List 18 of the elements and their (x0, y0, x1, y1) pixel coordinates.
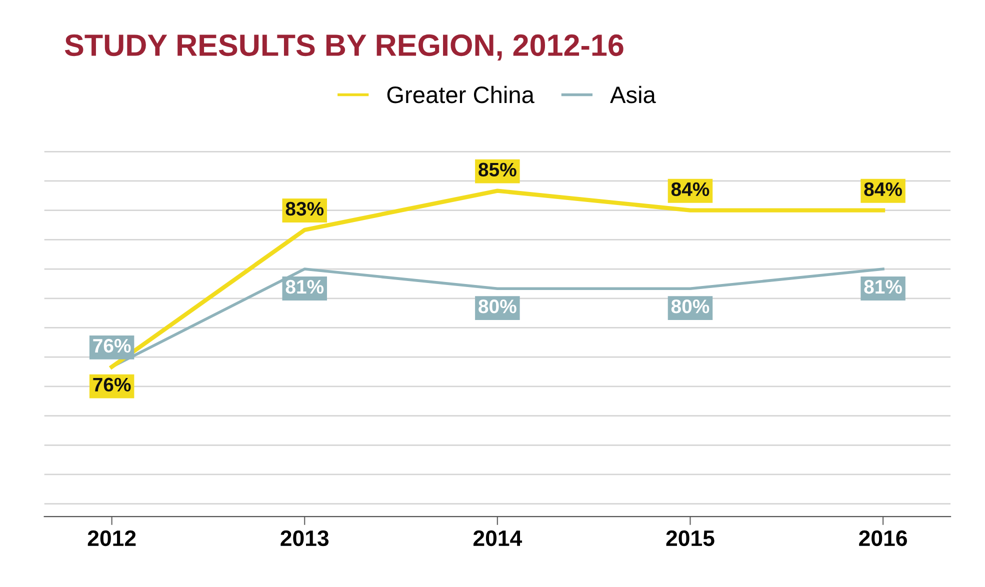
data-label: 80% (671, 300, 710, 314)
x-tick-label: 2016 (859, 530, 907, 546)
data-label: 84% (671, 182, 710, 196)
data-label: 76% (93, 338, 131, 353)
x-tick-label: 2012 (88, 530, 136, 546)
x-tick-label: 2014 (473, 530, 522, 546)
data-label: 76% (93, 378, 131, 392)
legend-label: Greater China (387, 86, 534, 104)
chart-title: STUDY RESULTS BY REGION, 2012-16 (64, 34, 624, 60)
data-label: 84% (864, 182, 902, 196)
data-label: 85% (478, 162, 516, 177)
data-label: 80% (478, 300, 516, 314)
data-label: 81% (864, 280, 902, 294)
data-label: 81% (286, 280, 324, 294)
data-label: 83% (286, 202, 324, 216)
x-tick-label: 2013 (280, 530, 329, 546)
legend-label: Asia (610, 86, 656, 104)
x-tick-label: 2015 (666, 530, 714, 546)
